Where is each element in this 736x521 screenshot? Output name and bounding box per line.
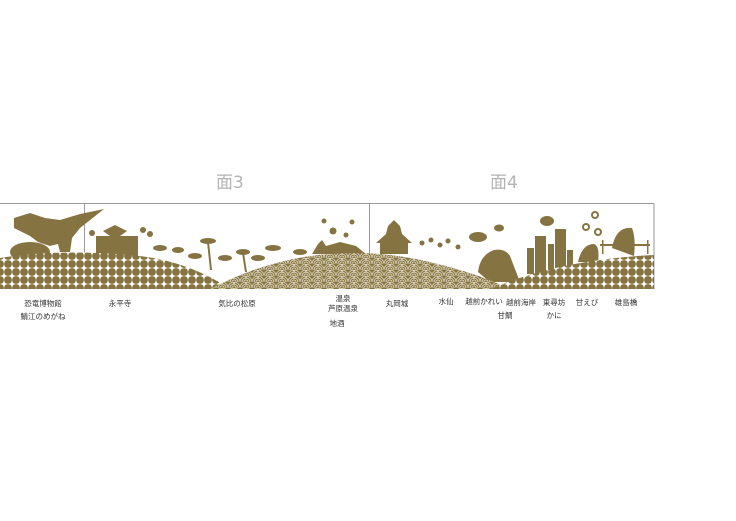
label-crab: かに (546, 311, 562, 320)
oshima-bridge-icon (600, 240, 650, 254)
hill-seigaiha (210, 253, 510, 289)
label-eiheiji: 永平寺 (108, 299, 132, 308)
label-daffodil: 水仙 (438, 297, 454, 306)
face-4-title: 面4 (490, 173, 518, 193)
dinosaur-icon (14, 209, 104, 252)
face-3-title: 面3 (216, 173, 244, 193)
eiheiji-temple-icon (89, 225, 153, 256)
label-amadai: 甘鯛 (497, 311, 513, 320)
daffodil-icons (419, 237, 461, 250)
tojinbo-cliffs-icon (527, 229, 573, 274)
shrimp-icons (582, 211, 602, 236)
label-dinosaur-museum: 恐竜博物館 (24, 299, 62, 308)
crab-icon (540, 216, 554, 226)
hill-asanoha-right (490, 255, 654, 289)
flounder-icon (469, 232, 487, 242)
wave-icon (578, 227, 635, 262)
pine-tree-icons (153, 238, 307, 272)
label-onsen: 温泉 (335, 294, 351, 303)
onsen-icon (312, 218, 366, 254)
label-echizen-flounder: 越前かれい (465, 297, 503, 306)
label-maruoka-castle: 丸岡城 (385, 299, 409, 308)
label-kehi-pines: 気比の松原 (218, 299, 256, 308)
wave-icon (478, 249, 520, 282)
label-oshima-bridge: 雄島橋 (614, 298, 638, 307)
maruoka-castle-icon (376, 220, 412, 254)
label-local-sake: 地酒 (329, 319, 345, 328)
label-awara-onsen: 芦原温泉 (328, 304, 358, 313)
amadai-icon (494, 224, 504, 232)
label-sweet-shrimp: 甘えび (575, 298, 599, 307)
label-echizen-coast: 越前海岸 (506, 298, 536, 307)
label-tojinbo: 東尋坊 (542, 298, 566, 307)
label-sabae-glasses: 鯖江のめがね (20, 312, 66, 321)
hill-asanoha-left (0, 252, 230, 289)
